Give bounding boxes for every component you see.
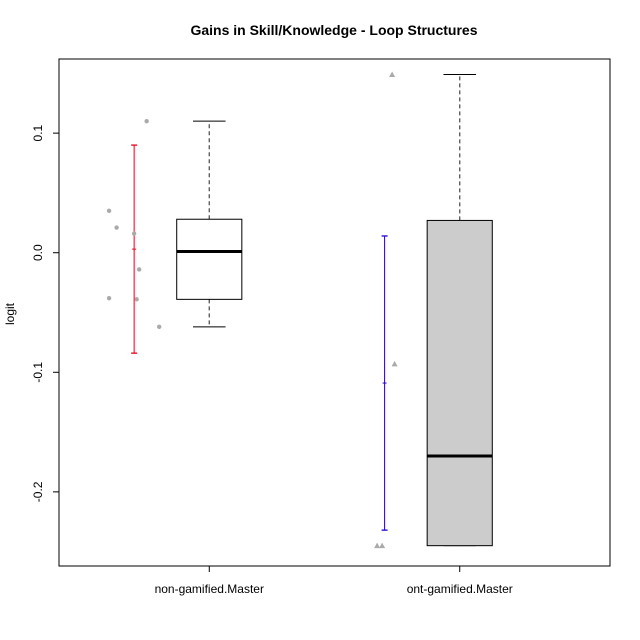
data-point: [131, 231, 137, 236]
data-point: [389, 71, 396, 77]
data-point: [106, 295, 112, 301]
data-point: [156, 324, 162, 330]
chart-title: Gains in Skill/Knowledge - Loop Structur…: [190, 22, 477, 38]
box: [426, 219, 493, 547]
y-tick-label: -0.2: [31, 481, 45, 502]
y-axis-label: logit: [3, 302, 17, 325]
box: [176, 218, 243, 300]
data-point: [106, 208, 112, 214]
data-point: [136, 267, 142, 272]
plot-frame: [58, 58, 611, 567]
y-tick-label: 0.1: [31, 124, 45, 141]
data-point: [379, 542, 386, 549]
y-tick-label: -0.1: [31, 362, 45, 383]
x-axis: non-gamified.Master ont-gamified.Master: [155, 566, 513, 596]
y-tick-label: 0.0: [31, 244, 45, 261]
data-point: [374, 542, 381, 549]
data-point: [134, 297, 139, 302]
x-tick-label: non-gamified.Master: [155, 582, 264, 596]
y-axis: -0.2 -0.1 0.0 0.1: [31, 124, 59, 502]
group-0: [106, 118, 243, 354]
x-tick-label: ont-gamified.Master: [407, 582, 513, 596]
plot-groups: [106, 71, 493, 549]
data-point: [144, 118, 149, 124]
data-point: [391, 360, 398, 367]
data-point: [114, 225, 119, 230]
group-1: [374, 71, 493, 549]
